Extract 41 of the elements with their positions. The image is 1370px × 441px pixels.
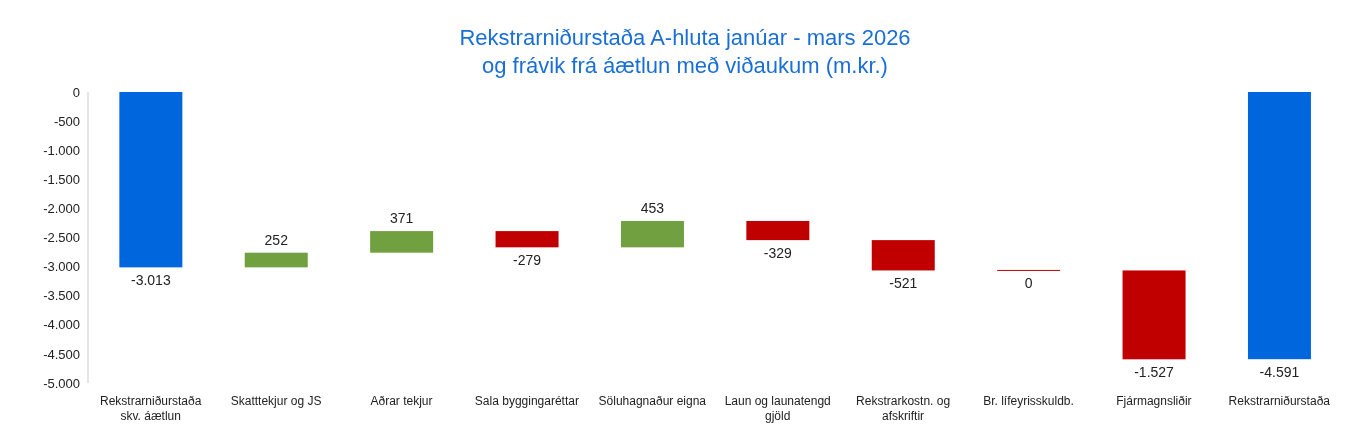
bar xyxy=(370,231,434,253)
x-tick-label: Rekstrarniðurstaða skv. áætlun xyxy=(100,394,202,423)
data-label: 453 xyxy=(640,199,665,216)
data-label: -3.013 xyxy=(131,272,171,289)
y-tick-label: -1.000 xyxy=(43,142,80,158)
data-label: 252 xyxy=(264,231,289,248)
y-tick-label: -5.000 xyxy=(43,375,80,391)
x-tick-label: Sala byggingaréttar xyxy=(474,394,579,408)
bar xyxy=(620,220,684,248)
x-tick-label: Skatttekjur og JS xyxy=(230,394,322,408)
bar xyxy=(871,240,935,271)
data-label: -1.527 xyxy=(1134,364,1175,381)
y-tick-label: 0 xyxy=(72,84,80,100)
x-tick-label: Br. lífeyrisskuldb. xyxy=(983,394,1074,408)
bar xyxy=(495,231,559,248)
bar xyxy=(1122,270,1186,360)
y-tick-label: -3.500 xyxy=(43,288,80,304)
bar xyxy=(1247,92,1311,360)
x-tick-label: Fjármagnsliðir xyxy=(1116,394,1192,408)
x-tick-label: Rekstrarniðurstaða xyxy=(1228,394,1331,408)
data-label: -279 xyxy=(513,252,542,269)
y-tick-label: -2.500 xyxy=(43,230,80,246)
data-label: -521 xyxy=(889,275,918,292)
bar xyxy=(746,220,810,241)
data-label: 371 xyxy=(389,210,414,227)
y-tick-label: -4.500 xyxy=(43,346,80,362)
x-tick-label: Rekstrarkostn. og afskriftir xyxy=(856,394,951,423)
x-tick-label: Aðrar tekjur xyxy=(370,394,433,408)
data-label: -4.591 xyxy=(1259,364,1300,381)
data-label: -329 xyxy=(763,245,793,262)
y-tick-label: -2.000 xyxy=(43,201,80,217)
x-tick-label: Laun og launatengd gjöld xyxy=(724,394,831,423)
y-tick-label: -500 xyxy=(53,113,80,129)
bar xyxy=(244,252,308,268)
y-tick-label: -3.000 xyxy=(43,259,80,275)
chart-title: Rekstrarniðurstaða A-hluta janúar - mars 2026 og frávik frá áætlun með viðaukum (m.kr.) xyxy=(458,24,912,80)
bar xyxy=(119,92,183,268)
x-tick-label: Söluhagnaður eigna xyxy=(598,394,707,408)
y-tick-label: -4.000 xyxy=(43,317,80,333)
y-tick-label: -1.500 xyxy=(43,171,80,187)
data-label: 0 xyxy=(1024,275,1033,292)
